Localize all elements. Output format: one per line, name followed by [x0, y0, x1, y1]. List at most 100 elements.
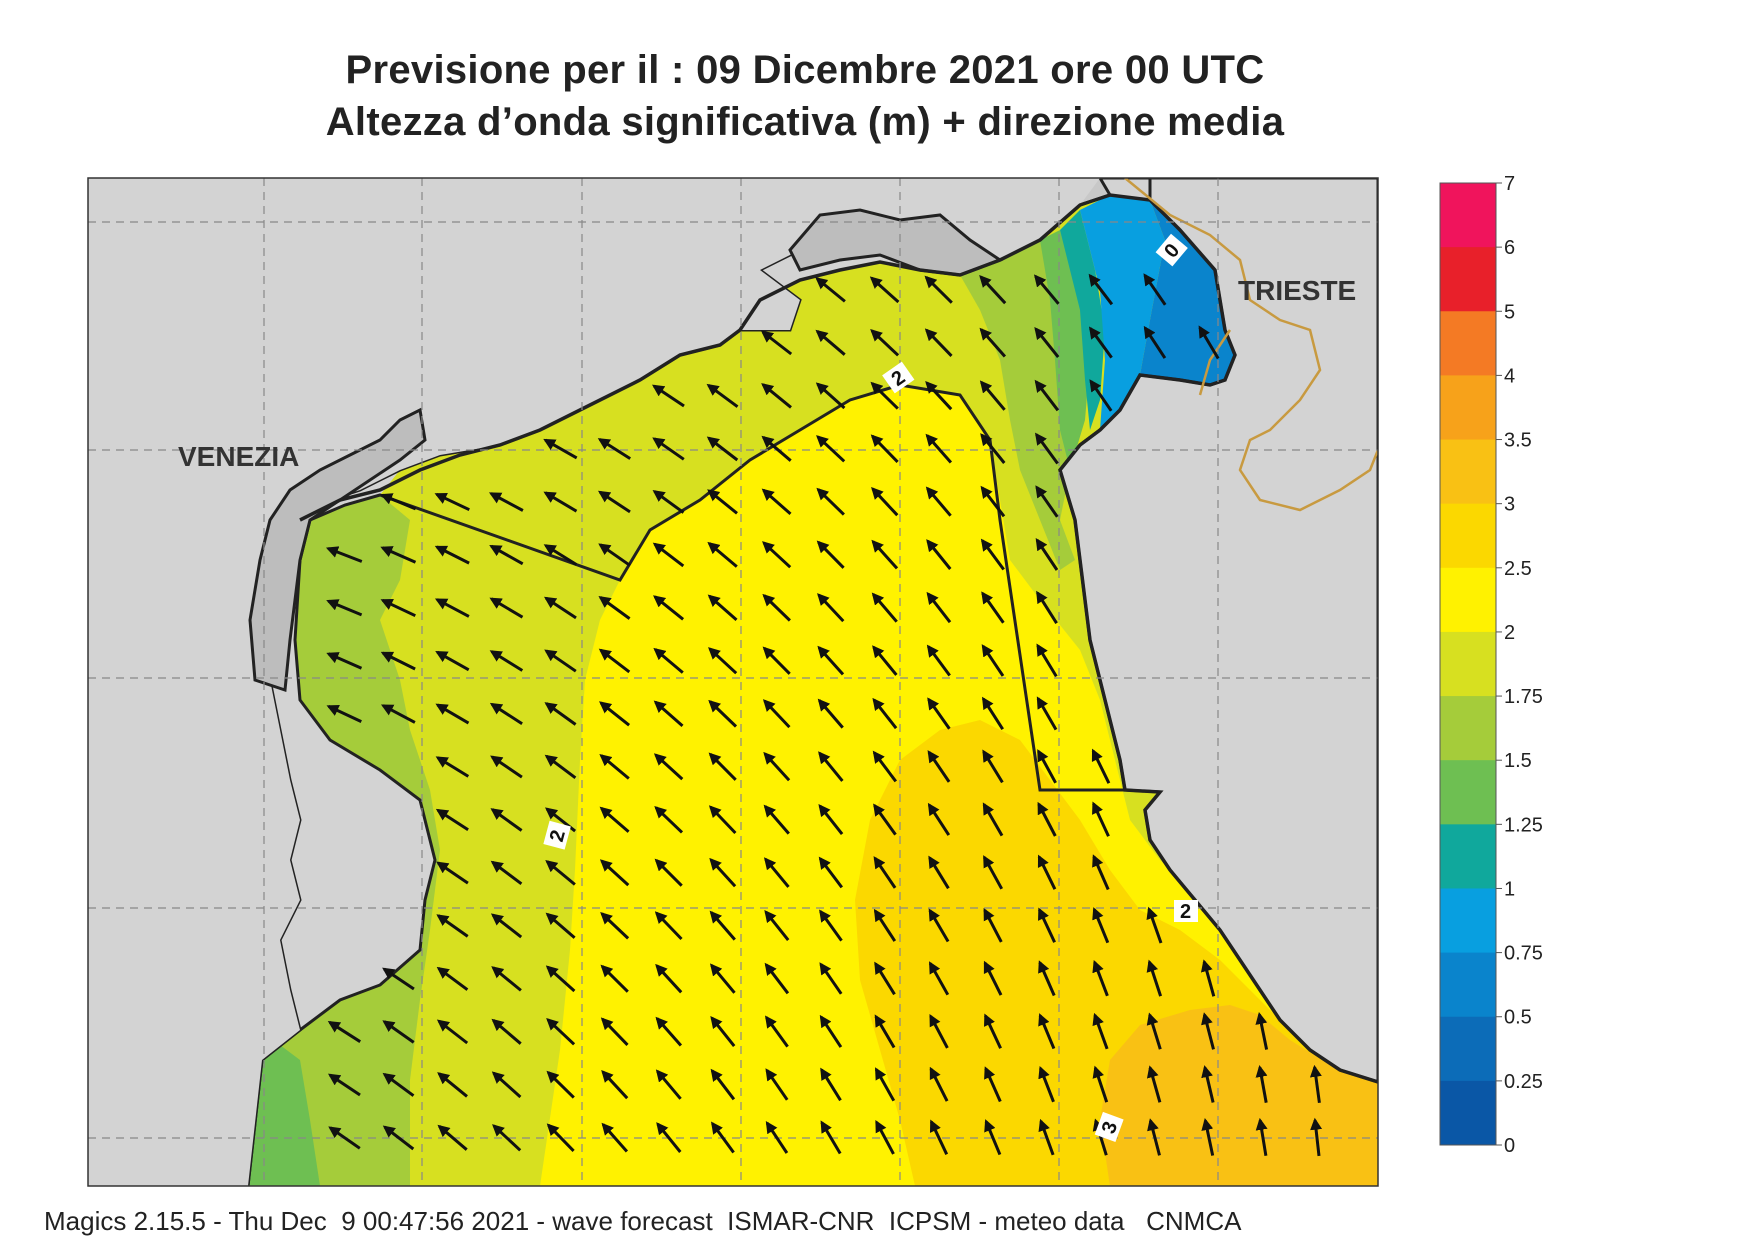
wave-arrow [816, 540, 845, 569]
wave-arrow [543, 438, 578, 460]
wave-arrow [819, 1014, 843, 1048]
wave-arrow [1036, 590, 1058, 625]
wave-arrow [652, 489, 685, 514]
colorbar-label: 0.25 [1504, 1071, 1543, 1093]
wave-arrow [1036, 643, 1058, 678]
wave-arrow [653, 753, 684, 781]
colorbar: 7 6 5 4 3.5 3 2.5 2 1.75 1.5 1.25 1 0.75 0.5 0.25 0 [1439, 173, 1543, 1157]
wave-arrow [380, 493, 417, 511]
wave-arrow [489, 597, 524, 619]
wave-arrow [818, 856, 843, 889]
wave-arrow [1034, 379, 1060, 412]
wave-arrow [543, 544, 578, 566]
wave-arrow [1088, 273, 1114, 306]
wave-arrow [1255, 1117, 1268, 1157]
wave-arrow [979, 275, 1007, 305]
map-frame [87, 177, 1379, 1187]
wave-arrow [489, 650, 524, 672]
colorbar-swatch [1440, 696, 1496, 761]
wave-arrow [655, 963, 683, 994]
chart-subtitle: Altezza d’onda significativa (m) + direz… [325, 100, 1285, 144]
wave-arrow [600, 964, 629, 993]
wave-arrow [437, 1072, 468, 1098]
chart-title: Previsione per il : 09 Dicembre 2021 ore… [345, 48, 1265, 92]
colorbar-swatch [1440, 503, 1496, 569]
wave-arrow [489, 702, 523, 726]
map-grid [88, 178, 1378, 1186]
wave-arrow [870, 434, 899, 463]
wave-direction-arrows [325, 273, 1323, 1157]
wave-arrow [818, 804, 844, 836]
colorbar-swatch [1440, 567, 1496, 633]
wave-arrow [1088, 326, 1113, 359]
wave-arrow [706, 436, 739, 462]
wave-arrow [819, 909, 843, 942]
wave-arrow [436, 966, 469, 991]
colorbar-label: 1.75 [1504, 686, 1543, 708]
wave-arrow [598, 648, 631, 674]
contour-label: 2 [1180, 901, 1191, 923]
wave-arrow [1143, 273, 1167, 306]
wave-arrow [488, 492, 524, 512]
colorbar-label: 7 [1504, 173, 1515, 195]
wave-arrow [762, 646, 791, 675]
wave-arrow [873, 856, 897, 889]
wave-arrow [761, 435, 792, 462]
wave-arrow [435, 703, 470, 725]
colorbar-swatch [1440, 375, 1496, 441]
wave-arrow [764, 910, 790, 942]
wave-arrow [816, 487, 845, 516]
wave-arrow [1092, 959, 1109, 997]
wave-arrow [1092, 854, 1110, 891]
wave-arrow [981, 644, 1005, 677]
wave-arrow [871, 592, 898, 623]
colorbar-label: 0 [1504, 1135, 1515, 1157]
national-border-2 [1198, 329, 1232, 396]
wave-arrow [600, 911, 630, 940]
wave-arrow [599, 701, 631, 727]
wave-arrow [1092, 1065, 1109, 1103]
wave-arrow [1201, 1065, 1215, 1103]
wave-arrow [871, 487, 899, 517]
wave-arrow [544, 649, 577, 673]
wave-arrow [707, 594, 738, 622]
wave-arrow [1200, 959, 1216, 997]
wave-arrow [763, 804, 790, 835]
wave-arrow [874, 1014, 896, 1049]
wave-arrow [1201, 1118, 1215, 1156]
wave-arrow [984, 1119, 1002, 1156]
wave-arrow [983, 907, 1003, 943]
wave-arrow [925, 433, 953, 464]
wave-arrow [926, 644, 951, 677]
wave-arrow [1309, 1064, 1322, 1104]
wave-arrow [544, 702, 577, 726]
wave-arrow [544, 754, 577, 779]
wave-arrow [1089, 379, 1113, 412]
wave-arrow [872, 750, 897, 783]
wave-arrow [326, 652, 363, 670]
wave-arrow [435, 808, 469, 832]
wave-arrow [1146, 959, 1163, 997]
wave-zone-1.25-1.5-west [248, 1045, 320, 1186]
wave-arrow [928, 855, 950, 890]
wave-arrow [984, 1013, 1002, 1049]
wave-arrow [1033, 274, 1060, 305]
wave-arrow [1034, 432, 1059, 465]
wave-arrow [601, 1070, 629, 1100]
wave-arrow [491, 1018, 522, 1045]
colorbar-swatch [1440, 439, 1496, 505]
wave-arrow [546, 1123, 575, 1152]
wave-arrow [929, 1119, 949, 1155]
wave-arrow [436, 914, 469, 938]
wave-arrow [928, 961, 950, 996]
wave-arrow [1310, 1117, 1323, 1157]
wave-arrow [815, 277, 846, 303]
wave-arrow [817, 593, 845, 623]
wave-arrow [545, 859, 576, 886]
wave-arrow [598, 543, 631, 567]
wave-arrow [819, 962, 843, 995]
wave-arrow [874, 961, 896, 996]
wave-arrow [545, 965, 576, 993]
wave-arrow [325, 546, 363, 563]
wave-arrow [652, 384, 685, 408]
